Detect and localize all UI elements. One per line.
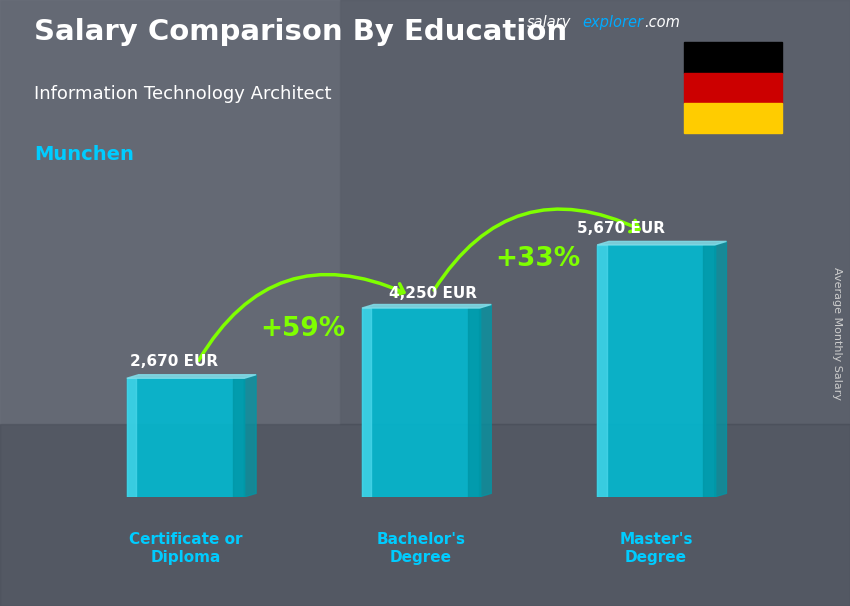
Polygon shape — [597, 241, 727, 245]
Polygon shape — [244, 375, 256, 497]
Text: salary: salary — [527, 15, 571, 30]
Bar — [684, 42, 782, 73]
Bar — [233, 378, 244, 497]
Bar — [127, 378, 244, 497]
Bar — [340, 0, 850, 424]
Text: Salary Comparison By Education: Salary Comparison By Education — [34, 18, 567, 46]
Polygon shape — [715, 241, 727, 497]
Text: 2,670 EUR: 2,670 EUR — [130, 355, 218, 370]
Bar — [127, 378, 136, 497]
Polygon shape — [362, 304, 491, 308]
FancyArrowPatch shape — [434, 209, 639, 290]
Text: explorer: explorer — [582, 15, 643, 30]
Bar — [684, 73, 782, 103]
Bar — [468, 308, 479, 497]
Text: +33%: +33% — [496, 246, 581, 272]
Bar — [362, 308, 479, 497]
Text: Certificate or
Diploma: Certificate or Diploma — [129, 533, 242, 565]
Bar — [597, 245, 607, 497]
Text: 4,250 EUR: 4,250 EUR — [388, 287, 477, 301]
Polygon shape — [479, 304, 491, 497]
Bar — [684, 103, 782, 133]
Text: .com: .com — [644, 15, 680, 30]
Bar — [0, 424, 850, 606]
Text: 5,670 EUR: 5,670 EUR — [576, 221, 665, 236]
Text: +59%: +59% — [261, 316, 346, 342]
FancyArrowPatch shape — [199, 275, 404, 361]
Text: Bachelor's
Degree: Bachelor's Degree — [377, 533, 465, 565]
Bar — [703, 245, 715, 497]
Bar — [597, 245, 715, 497]
Text: Average Monthly Salary: Average Monthly Salary — [832, 267, 842, 400]
Text: Master's
Degree: Master's Degree — [619, 533, 693, 565]
Polygon shape — [127, 375, 256, 378]
Bar — [0, 0, 340, 424]
Text: Munchen: Munchen — [34, 145, 133, 164]
Bar — [362, 308, 371, 497]
Text: Information Technology Architect: Information Technology Architect — [34, 85, 332, 103]
